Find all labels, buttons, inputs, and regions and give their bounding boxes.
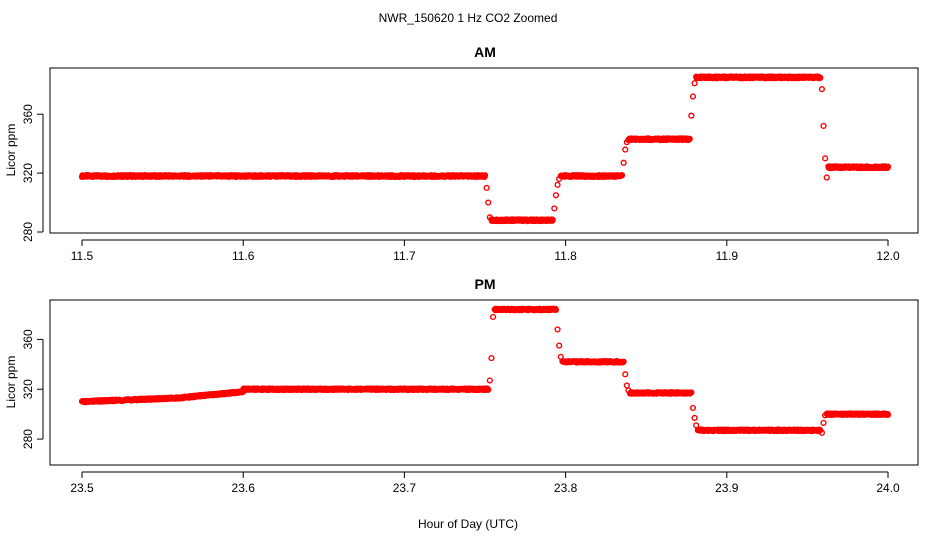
am-y-axis-label: Licor ppm — [4, 124, 18, 177]
pm-x-axis: 23.5 23.6 23.7 23.8 23.9 24.0 — [70, 471, 900, 495]
am-data-point — [554, 181, 561, 188]
pm-y-axis: 280 320 360 — [21, 329, 44, 449]
pm-data-point — [688, 389, 695, 396]
am-data-point — [822, 155, 829, 162]
am-y-tick-label: 360 — [21, 104, 35, 124]
am-data-point — [817, 74, 824, 81]
am-x-tick-label: 11.9 — [716, 249, 739, 263]
am-data-point — [549, 216, 556, 223]
am-x-tick-label: 12.0 — [876, 249, 900, 263]
am-data-point — [820, 122, 827, 130]
pm-x-tick-label: 23.8 — [554, 481, 578, 495]
am-panel: AM 11.5 11.6 11.7 11.8 11.9 12.0 280 320 360 Li… — [4, 44, 919, 263]
am-data-point — [485, 199, 492, 206]
am-data-point — [623, 139, 630, 146]
am-x-tick-label: 11.8 — [554, 249, 577, 263]
pm-data-point — [620, 358, 627, 365]
am-data-point — [686, 135, 693, 142]
am-data-point — [483, 184, 490, 191]
am-data-point — [688, 112, 695, 119]
pm-y-tick-label: 280 — [21, 429, 35, 449]
am-data-point — [618, 172, 626, 179]
pm-x-tick-label: 23.9 — [715, 481, 739, 495]
am-data-point — [622, 146, 629, 153]
figure-title: NWR_150620 1 Hz CO2 Zoomed — [379, 11, 558, 25]
am-data-points — [78, 73, 892, 225]
am-data-point — [552, 192, 560, 199]
pm-data-point — [822, 412, 829, 419]
pm-data-points — [78, 305, 892, 436]
pm-data-point — [485, 386, 492, 393]
pm-panel: PM 23.5 23.6 23.7 23.8 23.9 24.0 280 320 360 Li… — [4, 276, 919, 495]
am-x-tick-label: 11.5 — [71, 249, 94, 263]
pm-data-point — [693, 422, 700, 429]
pm-x-tick-label: 23.6 — [232, 481, 256, 495]
pm-data-point — [486, 377, 493, 384]
am-data-point — [551, 205, 558, 212]
am-y-axis: 280 320 360 — [21, 104, 44, 242]
pm-x-tick-label: 23.5 — [70, 481, 94, 495]
am-data-point — [689, 93, 697, 100]
pm-x-tick-label: 23.7 — [393, 481, 417, 495]
am-data-point — [691, 80, 698, 87]
pm-panel-title: PM — [475, 276, 496, 292]
pm-data-point — [625, 387, 632, 394]
am-x-axis: 11.5 11.6 11.7 11.8 11.9 12.0 — [71, 239, 900, 263]
am-x-tick-label: 11.7 — [393, 249, 416, 263]
pm-x-tick-label: 24.0 — [876, 481, 900, 495]
pm-data-point — [818, 429, 826, 436]
am-y-tick-label: 320 — [21, 163, 35, 183]
pm-data-point — [884, 411, 892, 418]
pm-y-tick-label: 360 — [21, 329, 35, 349]
am-plot-frame — [49, 67, 919, 234]
am-data-point — [884, 163, 892, 170]
pm-data-point — [554, 326, 561, 333]
am-data-point — [823, 174, 830, 181]
pm-data-point — [691, 414, 698, 421]
pm-data-point — [689, 404, 697, 412]
pm-data-point — [489, 313, 497, 321]
am-data-point — [818, 86, 826, 93]
pm-y-tick-label: 320 — [21, 379, 35, 399]
pm-data-point — [622, 371, 629, 378]
am-data-point — [481, 172, 489, 179]
am-data-point — [620, 159, 627, 166]
pm-plot-frame — [49, 299, 919, 466]
am-data-point — [556, 175, 563, 183]
pm-data-point — [488, 354, 495, 362]
pm-data-point — [820, 419, 827, 426]
am-panel-title: AM — [474, 44, 496, 60]
am-x-tick-label: 11.6 — [232, 249, 255, 263]
x-axis-label: Hour of Day (UTC) — [418, 517, 518, 531]
am-data-point — [486, 214, 493, 221]
pm-y-axis-label: Licor ppm — [4, 356, 18, 409]
pm-data-point — [556, 342, 563, 349]
pm-data-point — [557, 353, 564, 360]
pm-data-point — [623, 382, 630, 389]
am-y-tick-label: 280 — [21, 222, 35, 242]
pm-data-point — [552, 306, 560, 313]
